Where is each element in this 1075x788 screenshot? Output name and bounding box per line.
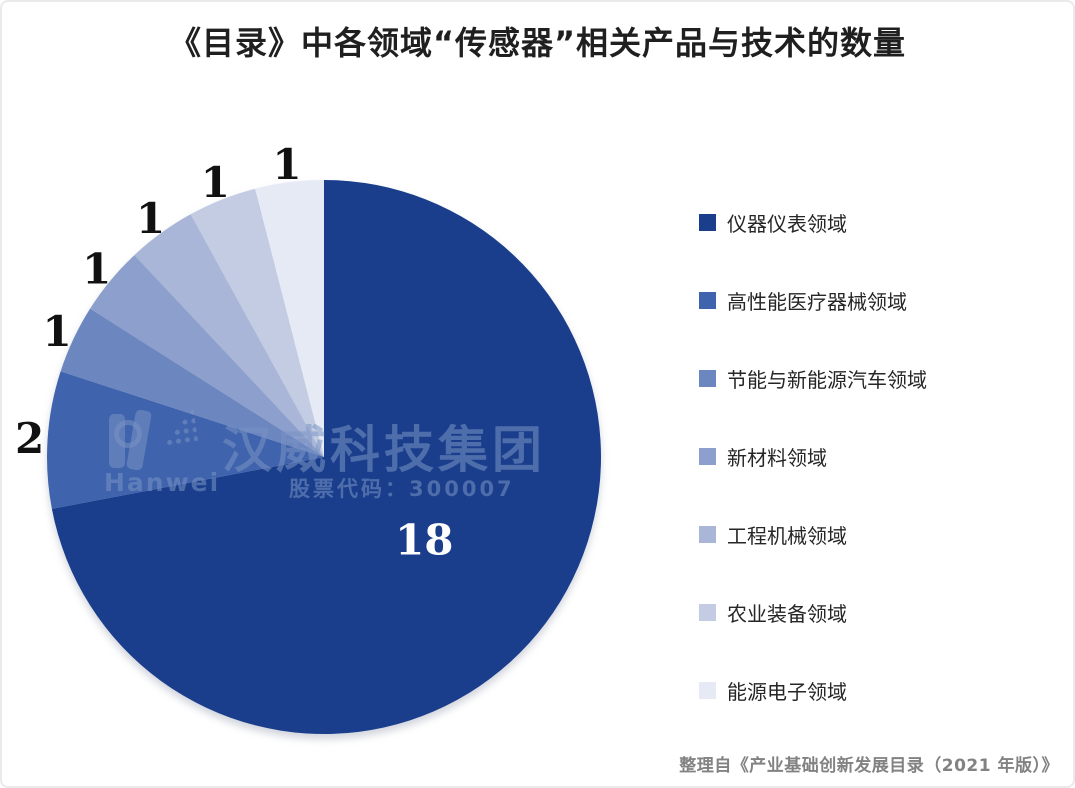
slice-value-label-2: 1 — [42, 307, 71, 356]
pie-slice-0 — [51, 180, 601, 735]
source-note: 整理自《产业基础创新发展目录（2021 年版）》 — [679, 756, 1059, 776]
slice-value-label-6: 1 — [272, 140, 301, 189]
chart-title: 《目录》中各领域“传感器”相关产品与技术的数量 — [168, 24, 907, 62]
legend-swatch-icon — [699, 603, 716, 621]
legend-label: 高性能医疗器械领域 — [727, 289, 907, 314]
legend-swatch-icon — [699, 447, 716, 465]
slice-value-label-1: 2 — [15, 414, 44, 463]
legend-label: 工程机械领域 — [727, 523, 847, 548]
slice-value-label-5: 1 — [201, 158, 230, 207]
pie-slice-3 — [90, 255, 324, 457]
legend-item-3: 新材料领域 — [699, 417, 927, 495]
legend-item-5: 农业装备领域 — [699, 573, 927, 651]
legend-label: 新材料领域 — [727, 445, 827, 470]
legend-item-6: 能源电子领域 — [699, 651, 927, 729]
legend-swatch-icon — [699, 369, 716, 387]
legend-label: 能源电子领域 — [727, 679, 847, 704]
chart-legend: 仪器仪表领域高性能医疗器械领域 节能与新能源汽车领域 新材料领域工程机械领域 农业装备… — [699, 183, 927, 729]
pie-slice-6 — [255, 180, 324, 457]
legend-swatch-icon — [699, 213, 716, 231]
legend-item-0: 仪器仪表领域 — [699, 183, 927, 261]
slice-value-label-3: 1 — [82, 245, 111, 294]
legend-swatch-icon — [699, 525, 716, 543]
legend-label: 节能与新能源汽车领域 — [727, 367, 927, 392]
legend-item-2: 节能与新能源汽车领域 — [699, 339, 927, 417]
pie-slice-2 — [60, 308, 324, 457]
legend-item-1: 高性能医疗器械领域 — [699, 261, 927, 339]
pie-slice-4 — [134, 214, 324, 457]
pie-slices — [47, 180, 601, 735]
legend-label: 仪器仪表领域 — [727, 211, 847, 236]
pie-slice-5 — [190, 188, 324, 457]
legend-swatch-icon — [699, 681, 716, 699]
slice-value-label-4: 1 — [136, 194, 165, 243]
legend-label: 农业装备领域 — [727, 601, 847, 626]
slice-value-label-0: 18 — [395, 516, 453, 565]
legend-swatch-icon — [699, 291, 716, 309]
legend-item-4: 工程机械领域 — [699, 495, 927, 573]
